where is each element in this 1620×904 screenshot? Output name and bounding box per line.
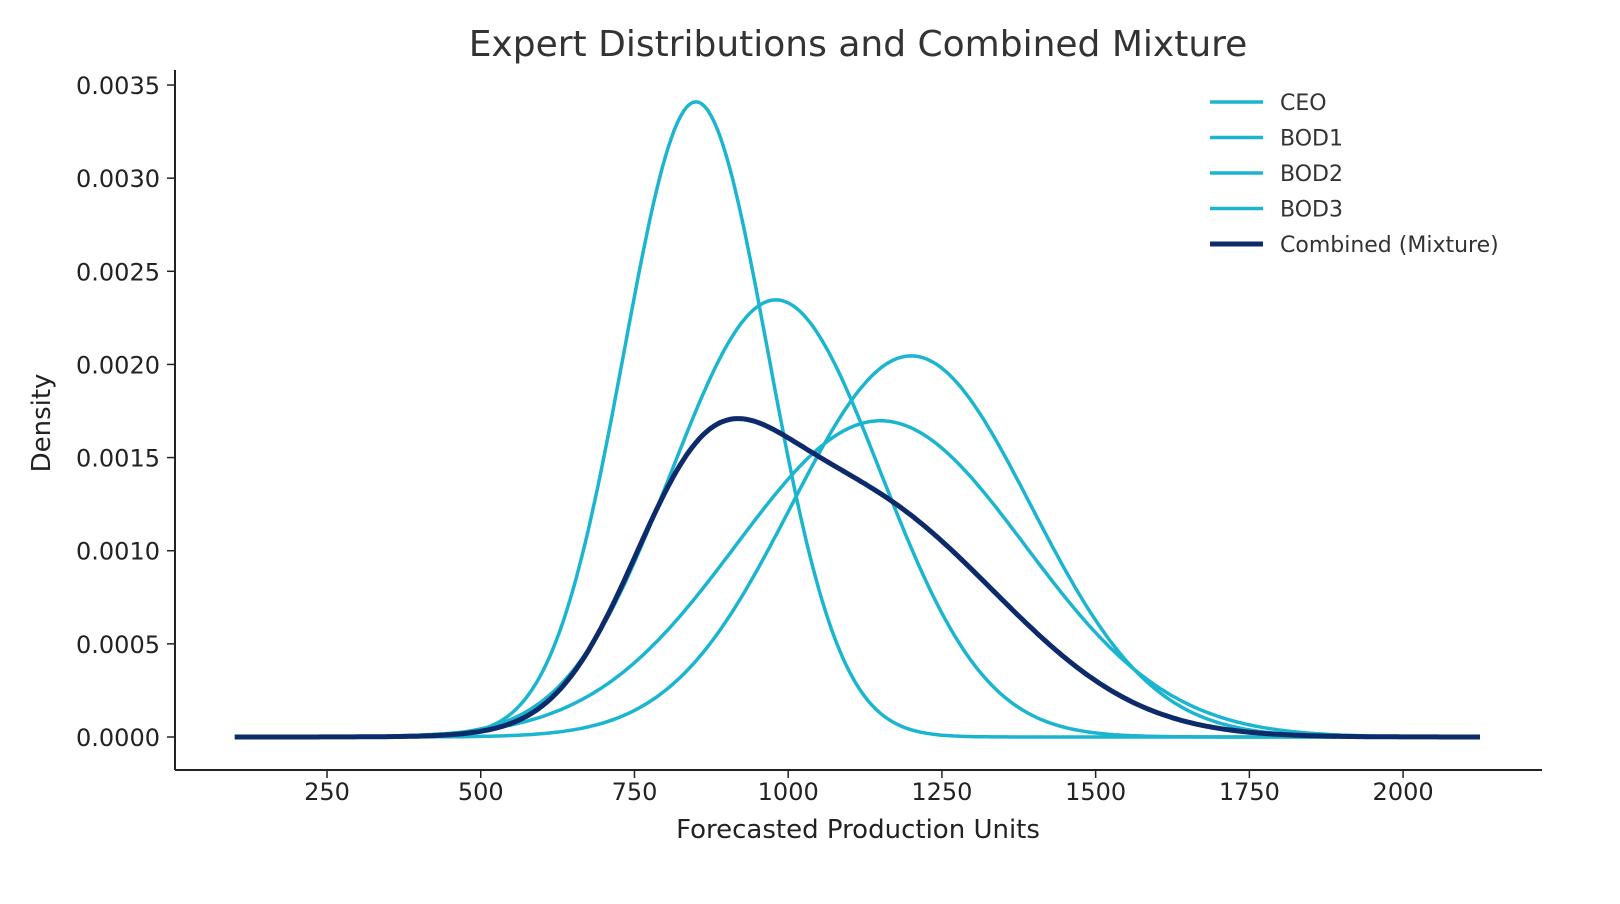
x-tick-label: 1250 — [911, 778, 972, 806]
y-tick-label: 0.0005 — [76, 631, 160, 659]
x-ticks: 250 500 750 1000 1250 1500 1750 2000 — [304, 770, 1434, 806]
legend: CEO BOD1 BOD2 BOD3 Combined (Mixture) — [1210, 91, 1499, 258]
y-tick-label: 0.0025 — [76, 258, 160, 286]
x-tick-label: 1000 — [758, 778, 819, 806]
y-tick-label: 0.0030 — [76, 165, 160, 193]
x-tick-label: 250 — [304, 778, 350, 806]
series-line-combined-mixture- — [234, 416, 1480, 740]
y-tick-label: 0.0010 — [76, 538, 160, 566]
x-tick-label: 1750 — [1219, 778, 1280, 806]
legend-label: Combined (Mixture) — [1280, 233, 1499, 258]
y-tick-label: 0.0015 — [76, 445, 160, 473]
plot-area — [234, 100, 1480, 740]
x-tick-label: 500 — [458, 778, 504, 806]
x-axis-label: Forecasted Production Units — [676, 815, 1040, 845]
x-tick-label: 1500 — [1065, 778, 1126, 806]
legend-label: BOD3 — [1280, 198, 1343, 223]
y-tick-label: 0.0000 — [76, 724, 160, 752]
y-ticks: 0.0000 0.0005 0.0010 0.0015 0.0020 0.0025 0.00… — [76, 72, 175, 752]
series-line-bod1 — [234, 298, 1480, 739]
legend-label: CEO — [1280, 91, 1327, 116]
x-tick-label: 750 — [612, 778, 658, 806]
series-line-bod3 — [234, 419, 1480, 739]
y-axis-label: Density — [27, 374, 57, 473]
x-tick-label: 2000 — [1373, 778, 1434, 806]
y-tick-label: 0.0020 — [76, 351, 160, 379]
chart-title: Expert Distributions and Combined Mixtur… — [469, 24, 1248, 65]
legend-label: BOD1 — [1280, 127, 1343, 152]
y-tick-label: 0.0035 — [76, 72, 160, 100]
legend-label: BOD2 — [1280, 162, 1343, 187]
